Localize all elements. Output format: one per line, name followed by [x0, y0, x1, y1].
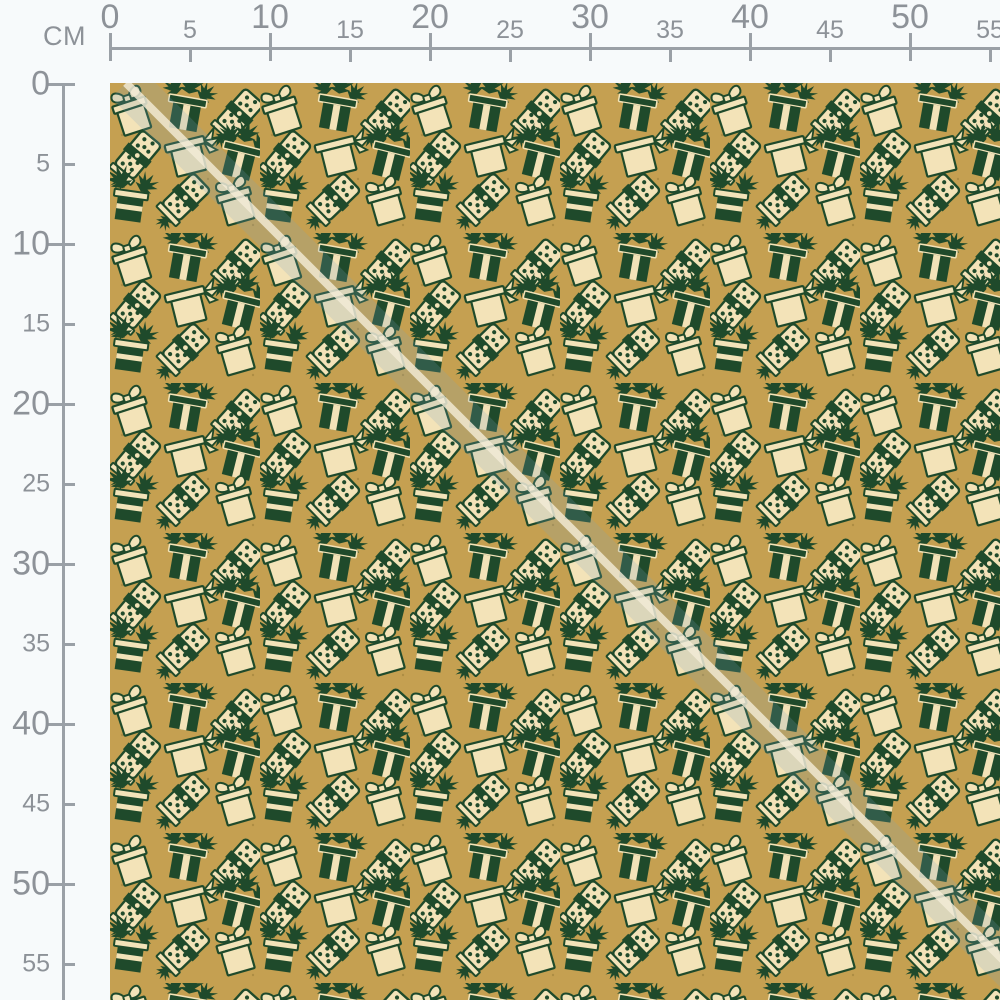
v-ruler-label: 55: [22, 949, 50, 978]
h-ruler-label: 5: [183, 16, 197, 44]
h-ruler-label: 55: [976, 16, 1000, 44]
h-ruler-label: 45: [816, 16, 844, 44]
v-ruler-label: 45: [22, 789, 50, 818]
v-ruler-tick: [47, 82, 75, 86]
ruler-unit-label: CM: [43, 21, 86, 51]
gift-pattern-fill: [110, 83, 1000, 1000]
h-ruler-label: 10: [251, 0, 289, 36]
h-ruler-tick: [748, 33, 752, 61]
h-ruler-label: 35: [656, 16, 684, 44]
vertical-ruler-line: [62, 83, 65, 1000]
v-ruler-tick: [64, 322, 75, 326]
h-ruler-tick: [108, 33, 112, 61]
v-ruler-label: 0: [31, 64, 50, 103]
h-ruler-tick: [988, 50, 992, 62]
horizontal-ruler-line: [110, 47, 1000, 50]
v-ruler-tick: [64, 802, 75, 806]
h-ruler-label: 30: [571, 0, 609, 36]
h-ruler-label: 40: [731, 0, 769, 36]
seam-highlight-line: [123, 83, 1000, 963]
v-ruler-tick: [47, 722, 75, 726]
fabric-swatch: [110, 83, 1000, 1000]
v-ruler-tick: [47, 882, 75, 886]
v-ruler-label: 50: [12, 864, 50, 903]
v-ruler-label: 25: [22, 469, 50, 498]
h-ruler-tick: [428, 33, 432, 61]
h-ruler-tick: [268, 33, 272, 61]
fabric-pattern-svg: [110, 83, 1000, 1000]
v-ruler-tick: [64, 162, 75, 166]
h-ruler-tick: [348, 50, 352, 62]
v-ruler-label: 15: [22, 309, 50, 338]
h-ruler-label: 20: [411, 0, 449, 36]
h-ruler-label: 25: [496, 16, 524, 44]
v-ruler-tick: [47, 562, 75, 566]
h-ruler-label: 50: [891, 0, 929, 36]
h-ruler-tick: [908, 33, 912, 61]
v-ruler-label: 40: [12, 704, 50, 743]
h-ruler-label: 0: [100, 0, 120, 36]
v-ruler-tick: [64, 962, 75, 966]
h-ruler-tick: [828, 50, 832, 62]
h-ruler-tick: [588, 33, 592, 61]
v-ruler-tick: [47, 242, 75, 246]
v-ruler-label: 10: [12, 224, 50, 263]
h-ruler-tick: [508, 50, 512, 62]
v-ruler-label: 35: [22, 629, 50, 658]
v-ruler-label: 5: [36, 149, 50, 178]
h-ruler-label: 15: [336, 16, 364, 44]
v-ruler-tick: [64, 482, 75, 486]
h-ruler-tick: [668, 50, 672, 62]
v-ruler-label: 20: [12, 384, 50, 423]
v-ruler-tick: [47, 402, 75, 406]
h-ruler-tick: [188, 50, 192, 62]
v-ruler-label: 30: [12, 544, 50, 583]
v-ruler-tick: [64, 642, 75, 646]
